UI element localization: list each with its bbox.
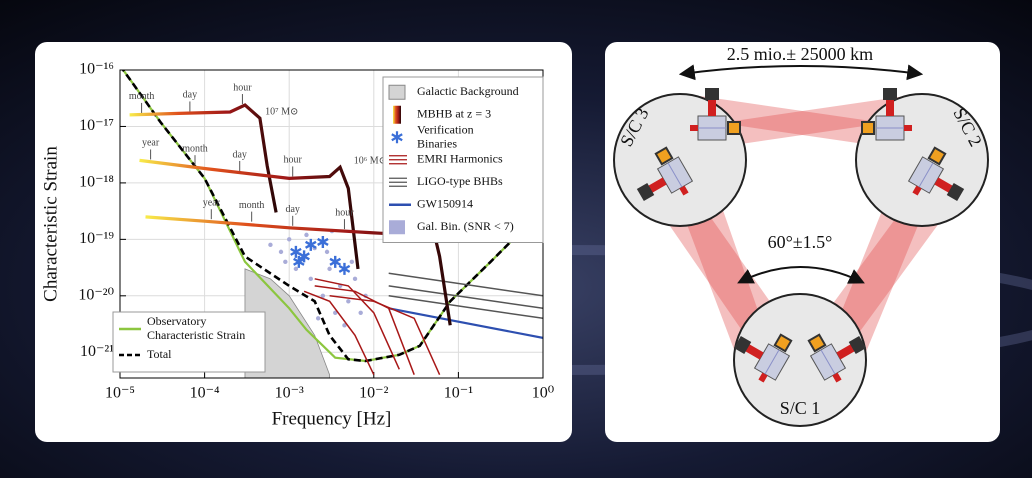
annotation: hour [335,207,354,218]
scatter-point [304,233,308,237]
scatter-point [294,267,298,271]
legend-swatch [393,106,401,124]
y-tick-label: 10⁻¹⁶ [79,61,114,78]
scatter-point [350,260,354,264]
scatter-point [327,267,331,271]
x-tick-label: 10⁻⁴ [190,385,220,402]
y-tick-label: 10⁻¹⁹ [79,230,114,247]
y-tick-label: 10⁻²¹ [80,343,114,360]
annotation: year [142,138,160,149]
annotation: 10⁷ M⊙ [265,106,298,117]
scatter-point [316,316,320,320]
x-tick-label: 10⁻¹ [444,385,473,402]
scatter-point [268,243,272,247]
annotation: month [129,91,155,102]
annotation: hour [233,82,252,93]
page: {"chart_data": {"type": "line", "x_label… [0,0,1032,478]
scatter-point [353,277,357,281]
annotation: month [239,200,265,211]
y-tick-label: 10⁻¹⁷ [79,117,114,134]
scatter-point [358,311,362,315]
annotation: year [203,197,221,208]
annotation: month [182,143,208,154]
legend-label: MBHB at z = 3 [417,107,491,121]
annotation: day [183,90,197,101]
legend-symbol [389,85,405,99]
arm-length-label: 2.5 mio.± 25000 km [727,44,873,64]
y-axis-label: Characteristic Strain [40,146,61,302]
legend-label: GW150914 [417,197,473,211]
x-tick-label: 10⁻³ [275,385,304,402]
x-tick-label: 10⁻² [359,385,388,402]
legend-swatch [389,85,405,99]
annotation: 10⁶ M⊙ [354,156,387,167]
y-tick-label: 10⁻¹⁸ [79,174,114,191]
annotation: hour [284,155,303,166]
y-tick-label: 10⁻²⁰ [78,286,114,303]
legend-label: LIGO-type BHBs [417,174,503,188]
x-tick-label: 10⁻⁵ [105,385,135,402]
diagram: 2.5 mio.± 25000 km 60°±1.5° S/C 1 S/C 2 … [605,42,1000,442]
x-tick-label: 10⁰ [532,385,554,402]
annotation: day [285,204,299,215]
spacecraft-label: S/C 1 [780,398,821,418]
legend-symbol [389,220,405,234]
legend-label: EMRI Harmonics [417,152,503,166]
legend-symbol [393,106,401,124]
figure: 10⁻⁵ 10⁻⁴ 10⁻³ 10⁻² 10⁻¹ 10⁰ 10⁻²¹ 10⁻²⁰ 10⁻¹⁹ 10… [0,0,1032,478]
legend-label: Gal. Bin. (SNR < 7) [417,219,514,233]
scatter-point [283,260,287,264]
legend-label: Galactic Background [417,84,519,98]
scatter-point [279,250,283,254]
legend-label: Total [147,347,172,361]
scatter-point [309,277,313,281]
scatter-point [325,250,329,254]
annotation: day [232,149,246,160]
scatter-point [346,299,350,303]
scatter-point [287,237,291,241]
x-axis-label: Frequency [Hz] [272,408,392,429]
angle-label: 60°±1.5° [768,232,833,252]
legend-swatch [389,220,405,234]
